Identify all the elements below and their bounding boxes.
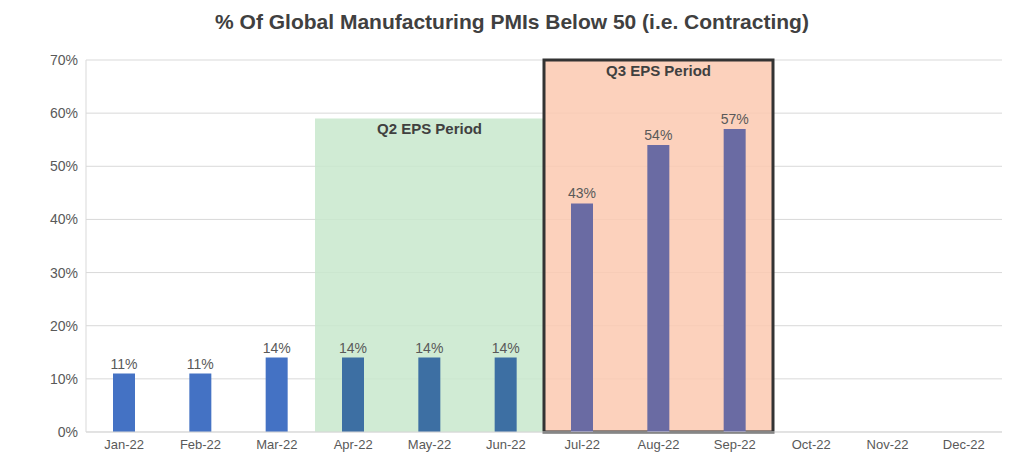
svg-text:Dec-22: Dec-22 xyxy=(943,437,985,452)
svg-text:50%: 50% xyxy=(50,158,78,174)
svg-text:10%: 10% xyxy=(50,371,78,387)
svg-text:60%: 60% xyxy=(50,105,78,121)
svg-text:Jul-22: Jul-22 xyxy=(564,437,599,452)
svg-text:14%: 14% xyxy=(492,340,520,356)
svg-text:Q3 EPS Period: Q3 EPS Period xyxy=(606,62,711,79)
svg-text:Jun-22: Jun-22 xyxy=(486,437,526,452)
svg-text:Feb-22: Feb-22 xyxy=(180,437,221,452)
svg-text:54%: 54% xyxy=(644,127,672,143)
svg-text:Apr-22: Apr-22 xyxy=(334,437,373,452)
svg-text:Sep-22: Sep-22 xyxy=(714,437,756,452)
svg-text:14%: 14% xyxy=(339,340,367,356)
svg-text:11%: 11% xyxy=(187,356,214,372)
svg-text:14%: 14% xyxy=(415,340,443,356)
svg-text:Mar-22: Mar-22 xyxy=(256,437,297,452)
svg-text:57%: 57% xyxy=(721,111,749,127)
svg-text:43%: 43% xyxy=(568,185,596,201)
svg-text:0%: 0% xyxy=(58,424,78,440)
svg-text:Aug-22: Aug-22 xyxy=(638,437,680,452)
svg-text:May-22: May-22 xyxy=(408,437,451,452)
svg-text:Oct-22: Oct-22 xyxy=(792,437,831,452)
svg-text:40%: 40% xyxy=(50,211,78,227)
svg-text:30%: 30% xyxy=(50,265,78,281)
svg-text:70%: 70% xyxy=(50,52,78,68)
svg-text:Jan-22: Jan-22 xyxy=(104,437,144,452)
svg-text:14%: 14% xyxy=(263,340,291,356)
svg-text:Q2 EPS Period: Q2 EPS Period xyxy=(377,120,482,137)
svg-text:11%: 11% xyxy=(111,356,138,372)
html-text:% Of Global Manufacturing PMIs: % Of Global Manufacturing PMIs Below 50 … xyxy=(215,10,809,33)
svg-text:Nov-22: Nov-22 xyxy=(867,437,909,452)
svg-text:20%: 20% xyxy=(50,318,78,334)
